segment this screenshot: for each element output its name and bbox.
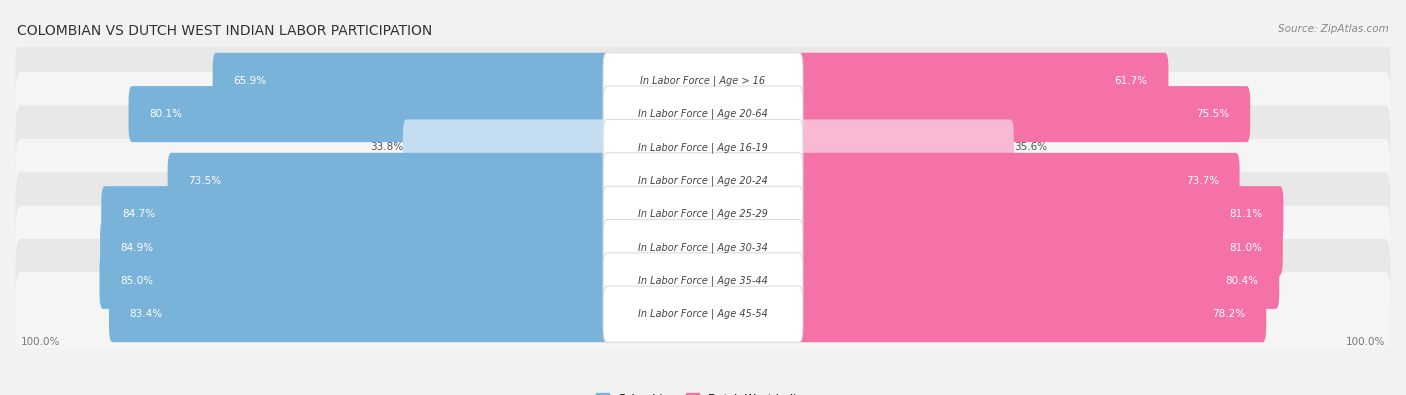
FancyBboxPatch shape	[603, 153, 803, 209]
Text: 33.8%: 33.8%	[370, 143, 404, 152]
FancyBboxPatch shape	[603, 186, 803, 242]
FancyBboxPatch shape	[796, 153, 1240, 209]
Text: 65.9%: 65.9%	[233, 76, 267, 86]
FancyBboxPatch shape	[167, 153, 610, 209]
FancyBboxPatch shape	[15, 172, 1391, 256]
FancyBboxPatch shape	[603, 220, 803, 276]
Text: 81.0%: 81.0%	[1229, 243, 1263, 252]
FancyBboxPatch shape	[796, 220, 1282, 276]
Legend: Colombian, Dutch West Indian: Colombian, Dutch West Indian	[591, 389, 815, 395]
Text: In Labor Force | Age 16-19: In Labor Force | Age 16-19	[638, 142, 768, 153]
Text: 100.0%: 100.0%	[1346, 337, 1385, 346]
Text: 84.7%: 84.7%	[122, 209, 155, 219]
Text: 35.6%: 35.6%	[1014, 143, 1047, 152]
Text: In Labor Force | Age 20-24: In Labor Force | Age 20-24	[638, 175, 768, 186]
FancyBboxPatch shape	[603, 86, 803, 142]
Text: In Labor Force | Age 20-64: In Labor Force | Age 20-64	[638, 109, 768, 119]
FancyBboxPatch shape	[796, 253, 1279, 309]
Text: 61.7%: 61.7%	[1115, 76, 1147, 86]
Text: 78.2%: 78.2%	[1212, 309, 1246, 319]
FancyBboxPatch shape	[796, 53, 1168, 109]
Text: In Labor Force | Age 25-29: In Labor Force | Age 25-29	[638, 209, 768, 220]
FancyBboxPatch shape	[603, 253, 803, 309]
Text: 81.1%: 81.1%	[1230, 209, 1263, 219]
FancyBboxPatch shape	[15, 72, 1391, 156]
FancyBboxPatch shape	[101, 186, 610, 242]
Text: 73.5%: 73.5%	[188, 176, 221, 186]
Text: In Labor Force | Age 35-44: In Labor Force | Age 35-44	[638, 276, 768, 286]
Text: 73.7%: 73.7%	[1185, 176, 1219, 186]
FancyBboxPatch shape	[110, 286, 610, 342]
FancyBboxPatch shape	[15, 205, 1391, 290]
FancyBboxPatch shape	[128, 86, 610, 142]
FancyBboxPatch shape	[100, 220, 610, 276]
Text: 80.1%: 80.1%	[149, 109, 183, 119]
FancyBboxPatch shape	[15, 139, 1391, 223]
FancyBboxPatch shape	[796, 119, 1014, 175]
Text: COLOMBIAN VS DUTCH WEST INDIAN LABOR PARTICIPATION: COLOMBIAN VS DUTCH WEST INDIAN LABOR PAR…	[17, 24, 432, 38]
FancyBboxPatch shape	[796, 286, 1267, 342]
FancyBboxPatch shape	[796, 186, 1284, 242]
FancyBboxPatch shape	[15, 272, 1391, 356]
FancyBboxPatch shape	[404, 119, 610, 175]
Text: Source: ZipAtlas.com: Source: ZipAtlas.com	[1278, 24, 1389, 34]
FancyBboxPatch shape	[603, 286, 803, 342]
FancyBboxPatch shape	[603, 53, 803, 109]
Text: In Labor Force | Age > 16: In Labor Force | Age > 16	[641, 75, 765, 86]
Text: 83.4%: 83.4%	[129, 309, 163, 319]
Text: 85.0%: 85.0%	[120, 276, 153, 286]
FancyBboxPatch shape	[15, 239, 1391, 323]
FancyBboxPatch shape	[603, 119, 803, 175]
Text: 75.5%: 75.5%	[1197, 109, 1230, 119]
FancyBboxPatch shape	[212, 53, 610, 109]
FancyBboxPatch shape	[15, 39, 1391, 123]
FancyBboxPatch shape	[100, 253, 610, 309]
Text: In Labor Force | Age 30-34: In Labor Force | Age 30-34	[638, 242, 768, 253]
FancyBboxPatch shape	[796, 86, 1250, 142]
Text: 80.4%: 80.4%	[1226, 276, 1258, 286]
Text: 100.0%: 100.0%	[21, 337, 60, 346]
Text: 84.9%: 84.9%	[121, 243, 153, 252]
Text: In Labor Force | Age 45-54: In Labor Force | Age 45-54	[638, 309, 768, 320]
FancyBboxPatch shape	[15, 105, 1391, 190]
